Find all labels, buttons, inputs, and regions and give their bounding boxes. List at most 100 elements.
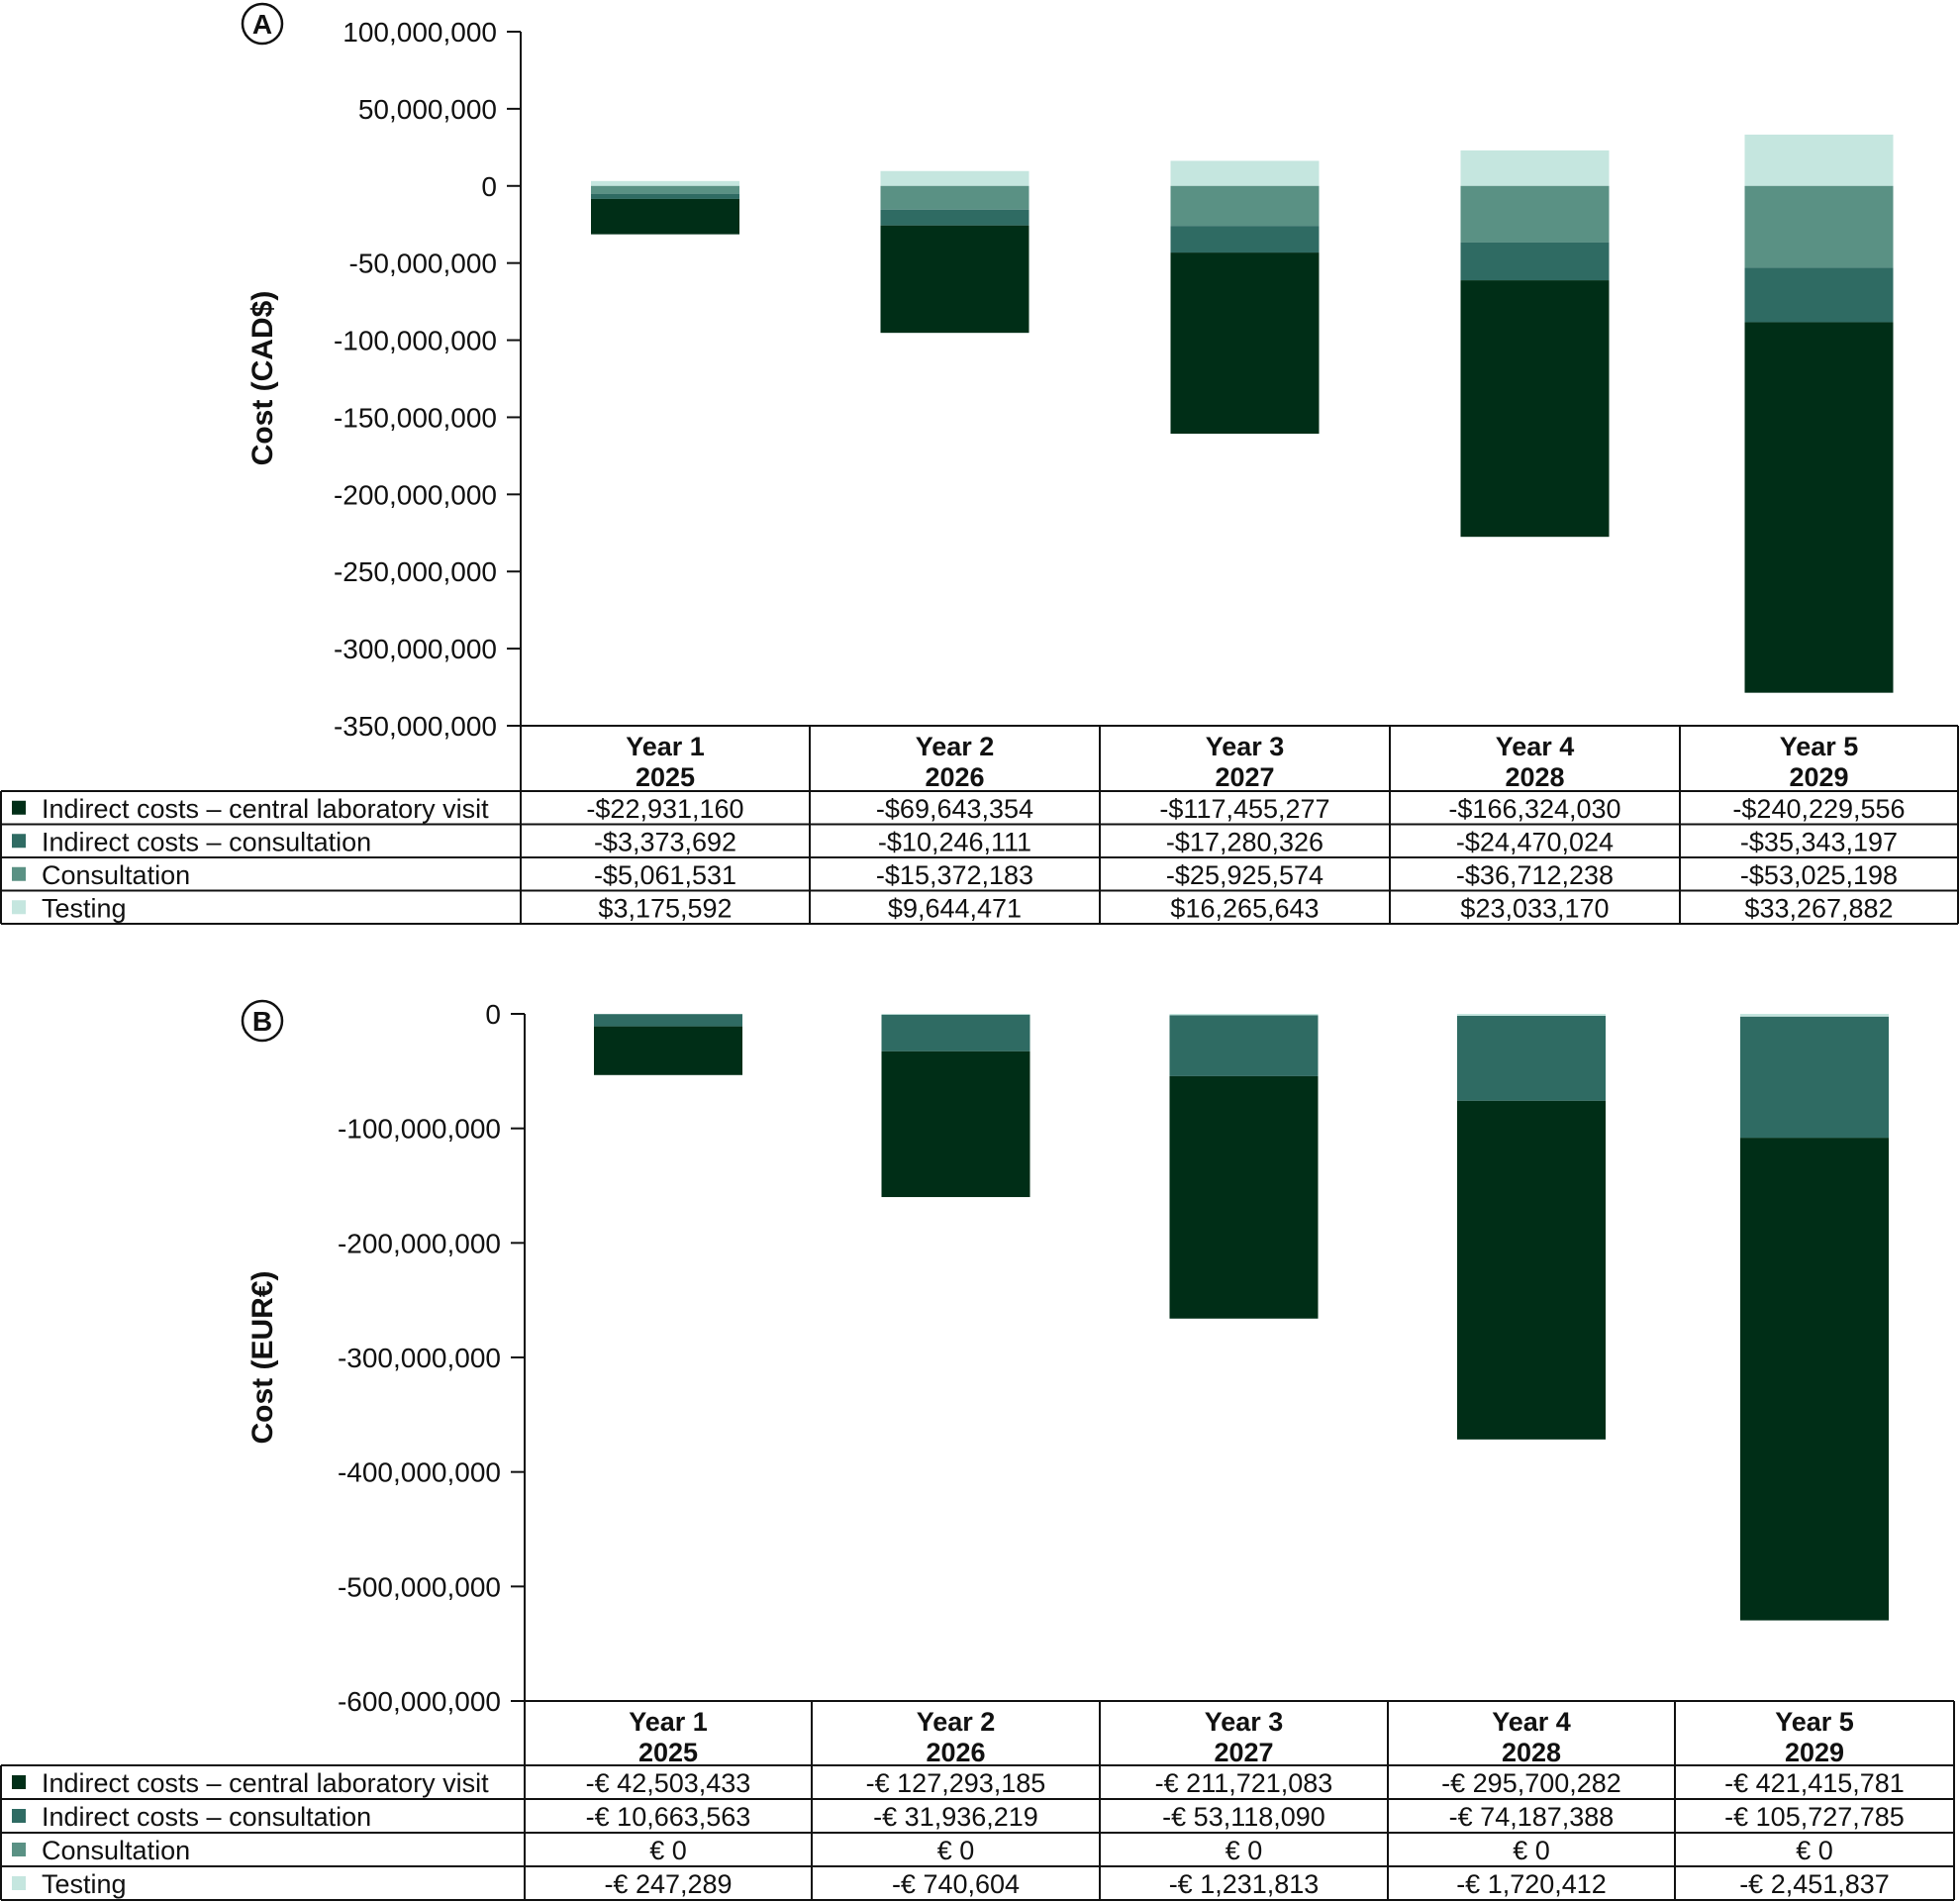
- legend-series-name: Indirect costs – consultation: [42, 827, 371, 856]
- y-tick-label: -150,000,000: [334, 402, 497, 433]
- data-value-label: -$24,470,024: [1456, 827, 1614, 856]
- category-label-date: 2026: [926, 1738, 985, 1767]
- category-label-year: Year 2: [916, 732, 995, 761]
- data-value-label: € 0: [1796, 1836, 1833, 1865]
- data-value-label: -$36,712,238: [1456, 860, 1614, 890]
- bar-2-series-1: [880, 225, 1029, 334]
- bar-3-series-2: [1170, 226, 1320, 253]
- data-value-label: -€ 42,503,433: [586, 1768, 751, 1798]
- bar-5-series-4: [1744, 134, 1894, 186]
- category-label-date: 2029: [1789, 762, 1848, 792]
- data-value-label: -$53,025,198: [1740, 860, 1898, 890]
- legend-series-name: Consultation: [42, 860, 190, 890]
- y-tick-label: -200,000,000: [334, 479, 497, 510]
- chart-panel-a: A Cost (CAD$) 100,000,000 50,000,000 0 -50,00…: [0, 2, 1959, 925]
- category-label-year: Year 3: [1205, 1707, 1284, 1737]
- bar-4-series-4: [1457, 1014, 1606, 1016]
- data-value-label: -€ 295,700,282: [1441, 1768, 1621, 1798]
- bar-3-series-1: [1170, 252, 1320, 435]
- bar-4-series-1: [1460, 280, 1610, 538]
- category-label-date: 2025: [636, 762, 695, 792]
- data-value-label: -$69,643,354: [876, 794, 1033, 824]
- data-value-label: -€ 105,727,785: [1724, 1802, 1905, 1832]
- panel-label-circle: [241, 2, 284, 46]
- data-value-label: -€ 74,187,388: [1449, 1802, 1615, 1832]
- y-axis-label: Cost (CAD$): [246, 291, 279, 466]
- y-tick-label: -300,000,000: [334, 634, 497, 664]
- data-value-label: -$25,925,574: [1166, 860, 1323, 890]
- bar-2-series-2: [880, 209, 1029, 226]
- data-value-label: -€ 740,604: [892, 1869, 1020, 1899]
- y-tick-label: -350,000,000: [334, 711, 497, 742]
- category-label-date: 2026: [925, 762, 984, 792]
- category-label-date: 2027: [1215, 762, 1274, 792]
- y-tick-label: -250,000,000: [334, 556, 497, 587]
- data-value-label: -$240,229,556: [1732, 794, 1905, 824]
- y-tick-label: 0: [481, 171, 497, 202]
- data-value-label: -$166,324,030: [1448, 794, 1620, 824]
- y-tick-label: -50,000,000: [349, 249, 497, 279]
- bar-2-series-4: [881, 1014, 1030, 1015]
- bar-4-series-3: [1460, 185, 1610, 243]
- data-value-label: -$35,343,197: [1740, 827, 1898, 856]
- legend-series-name: Testing: [42, 893, 127, 923]
- bar-5-series-4: [1740, 1014, 1889, 1017]
- bar-1-series-1: [591, 198, 739, 235]
- bar-3-series-4: [1170, 160, 1320, 186]
- legend-swatch: [12, 900, 26, 915]
- legend-swatch: [12, 1809, 26, 1823]
- category-label-date: 2027: [1214, 1738, 1273, 1767]
- category-label-date: 2025: [638, 1738, 698, 1767]
- data-value-label: -€ 10,663,563: [586, 1802, 751, 1832]
- data-value-label: -€ 247,289: [604, 1869, 732, 1899]
- legend-swatch: [12, 1775, 26, 1789]
- data-value-label: -$5,061,531: [594, 860, 736, 890]
- bar-1-series-2: [594, 1014, 742, 1027]
- category-label-year: Year 5: [1775, 1707, 1854, 1737]
- legend-series-name: Testing: [42, 1869, 127, 1899]
- category-label-year: Year 1: [626, 732, 705, 761]
- bar-2-series-4: [880, 170, 1029, 186]
- category-label-year: Year 5: [1780, 732, 1859, 761]
- legend-series-name: Consultation: [42, 1836, 190, 1865]
- y-tick-label: -100,000,000: [338, 1114, 501, 1145]
- y-tick-label: 100,000,000: [343, 17, 497, 48]
- bar-3-series-2: [1169, 1015, 1319, 1076]
- bar-5-series-1: [1744, 322, 1894, 693]
- y-tick-label: -600,000,000: [338, 1686, 501, 1717]
- bar-4-series-4: [1460, 150, 1610, 186]
- data-value-label: -$15,372,183: [876, 860, 1033, 890]
- y-tick-label: -100,000,000: [334, 326, 497, 356]
- category-label-year: Year 4: [1496, 732, 1575, 761]
- legend-swatch: [12, 866, 26, 881]
- bar-1-series-3: [591, 185, 739, 194]
- category-label-date: 2028: [1505, 762, 1564, 792]
- legend-swatch: [12, 800, 26, 815]
- bar-3-series-4: [1169, 1014, 1319, 1016]
- data-value-label: -€ 2,451,837: [1739, 1869, 1890, 1899]
- data-value-label: $9,644,471: [888, 893, 1022, 923]
- data-value-label: -€ 127,293,185: [866, 1768, 1046, 1798]
- y-tick-label: -200,000,000: [338, 1228, 501, 1258]
- panel-label: A: [252, 9, 272, 40]
- data-value-label: -$22,931,160: [586, 794, 743, 824]
- data-value-label: -€ 31,936,219: [873, 1802, 1038, 1832]
- y-axis-label: Cost (EUR€): [246, 1270, 279, 1444]
- data-value-label: $3,175,592: [598, 893, 732, 923]
- legend-series-name: Indirect costs – consultation: [42, 1802, 371, 1832]
- y-tick-label: -300,000,000: [338, 1343, 501, 1373]
- legend-swatch: [12, 1843, 26, 1856]
- category-label-year: Year 1: [629, 1707, 708, 1737]
- chart-panel-b: B Cost (EUR€) 0 -100,000,000 -200,000,000 -30…: [0, 999, 1955, 1901]
- data-value-label: -€ 1,231,813: [1169, 1869, 1320, 1899]
- panel-label-circle: [241, 999, 284, 1043]
- bar-3-series-3: [1170, 185, 1320, 227]
- legend-series-name: Indirect costs – central laboratory visi…: [42, 794, 489, 824]
- bar-2-series-3: [880, 185, 1029, 210]
- y-tick-label: -500,000,000: [338, 1571, 501, 1602]
- bar-4-series-2: [1457, 1015, 1606, 1101]
- legend-swatch: [12, 1876, 26, 1890]
- data-value-label: $16,265,643: [1170, 893, 1319, 923]
- data-value-label: -$17,280,326: [1166, 827, 1323, 856]
